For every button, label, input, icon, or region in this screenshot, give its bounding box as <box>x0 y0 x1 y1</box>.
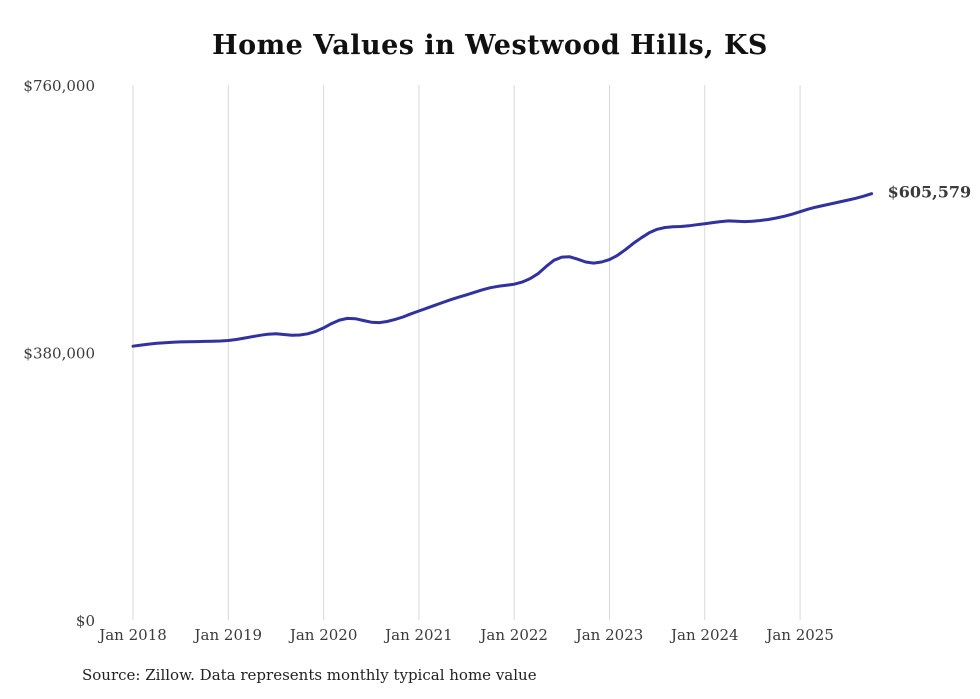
latest-value-label: $605,579 <box>888 183 972 202</box>
x-axis-tick-label: Jan 2023 <box>574 626 644 644</box>
x-axis-tick-label: Jan 2018 <box>97 626 167 644</box>
source-note: Source: Zillow. Data represents monthly … <box>82 666 537 684</box>
x-axis-tick-label: Jan 2019 <box>193 626 263 644</box>
y-axis-tick-label: $760,000 <box>23 77 95 95</box>
x-axis-tick-label: Jan 2022 <box>478 626 548 644</box>
home-value-line <box>131 192 874 348</box>
x-axis-tick-label: Jan 2021 <box>383 626 453 644</box>
x-axis-tick-label: Jan 2025 <box>764 626 834 644</box>
x-axis-tick-label: Jan 2024 <box>669 626 739 644</box>
chart-title: Home Values in Westwood Hills, KS <box>212 30 768 61</box>
y-axis-tick-labels: $0 $380,000 $760,000 <box>23 77 95 630</box>
x-axis-tick-label: Jan 2020 <box>288 626 358 644</box>
y-axis-tick-label: $380,000 <box>23 345 95 363</box>
y-axis-tick-label: $0 <box>76 612 95 630</box>
gridlines <box>132 85 801 620</box>
x-axis-tick-labels: Jan 2018 Jan 2019 Jan 2020 Jan 2021 Jan 2022… <box>97 626 834 644</box>
